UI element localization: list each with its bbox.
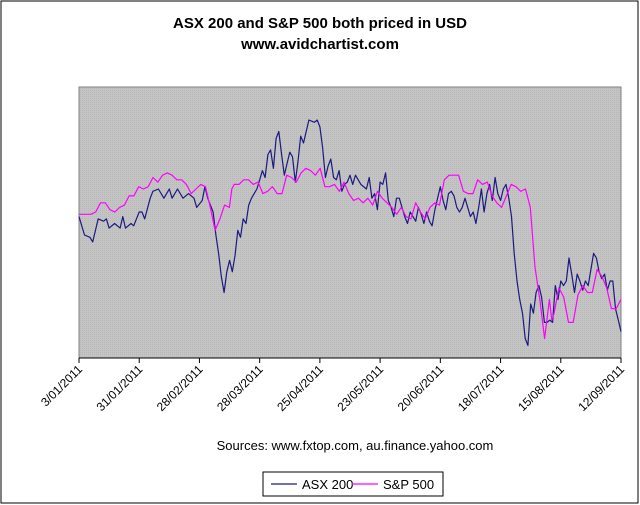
legend-item-asx200-label: ASX 200 xyxy=(302,477,353,492)
legend-item-sp500-label: S&P 500 xyxy=(383,477,434,492)
plot-area xyxy=(78,86,622,359)
legend: ASX 200 S&P 500 xyxy=(262,471,444,497)
series-sp500-line xyxy=(79,167,622,340)
series-group xyxy=(78,119,622,346)
chart-title: ASX 200 and S&P 500 both priced in USD xyxy=(173,15,467,32)
chart-subtitle: www.avidchartist.com xyxy=(240,36,399,53)
source-note: Sources: www.fxtop.com, au.finance.yahoo… xyxy=(217,438,494,453)
x-ticks xyxy=(78,358,622,363)
